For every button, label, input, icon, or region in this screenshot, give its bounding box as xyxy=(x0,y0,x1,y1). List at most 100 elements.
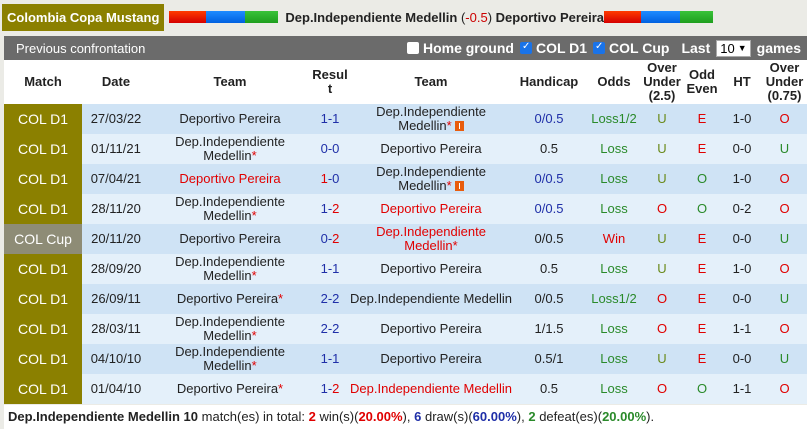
away-team-cell[interactable]: Dep.Independiente Medellin* xyxy=(350,164,512,194)
home-team-name[interactable]: Dep.Independiente Medellin xyxy=(175,344,285,373)
match-league-cell[interactable]: COL D1 xyxy=(4,134,82,164)
col-result: Result xyxy=(310,60,350,104)
handicap-cell: 0/0.5 xyxy=(512,104,586,134)
away-team-name[interactable]: Deportivo Pereira xyxy=(380,321,482,336)
home-ground-label: Home ground xyxy=(422,40,514,56)
match-league-cell[interactable]: COL D1 xyxy=(4,164,82,194)
away-team-name[interactable]: Dep.Independiente Medellin xyxy=(350,381,512,396)
over-under-075-cell: O xyxy=(762,374,807,404)
col-home-team: Team xyxy=(150,60,310,104)
odd-even-cell: E xyxy=(682,284,722,314)
table-row: COL D1 28/03/11 Dep.Independiente Medellin… xyxy=(4,314,807,344)
away-team-name[interactable]: Dep.Independiente Medellin xyxy=(376,164,486,193)
match-title: Dep.Independiente Medellin (-0.5) Deport… xyxy=(285,9,605,25)
over-under-25-cell: U xyxy=(642,104,682,134)
home-team-name[interactable]: Deportivo Pereira xyxy=(179,231,281,246)
home-team-cell[interactable]: Deportivo Pereira xyxy=(150,104,310,134)
home-marker-icon: * xyxy=(251,358,257,373)
home-team-cell[interactable]: Deportivo Pereira xyxy=(150,164,310,194)
result-cell[interactable]: 0-2 xyxy=(310,224,350,254)
home-team-name[interactable]: Dep.Independiente Medellin xyxy=(175,314,285,343)
home-team-cell[interactable]: Deportivo Pereira* xyxy=(150,284,310,314)
odds-cell: Loss xyxy=(586,134,642,164)
table-row: COL D1 07/04/21 Deportivo Pereira 1-0 Dep.In… xyxy=(4,164,807,194)
match-league-cell[interactable]: COL D1 xyxy=(4,104,82,134)
home-team-name[interactable]: Dep.Independiente Medellin xyxy=(175,194,285,223)
away-team-name[interactable]: Deportivo Pereira xyxy=(380,351,482,366)
over-under-075-cell: O xyxy=(762,254,807,284)
home-team-name[interactable]: Deportivo Pereira xyxy=(179,111,281,126)
result-cell[interactable]: 1-2 xyxy=(310,194,350,224)
filter-bar: Home ground COL D1 COL Cup Last 10 ▼ gam… xyxy=(401,39,801,57)
match-league-cell[interactable]: COL Cup xyxy=(4,224,82,254)
date-cell: 28/03/11 xyxy=(82,314,150,344)
result-cell[interactable]: 1-2 xyxy=(310,374,350,404)
match-league-cell[interactable]: COL D1 xyxy=(4,284,82,314)
result-cell[interactable]: 2-2 xyxy=(310,314,350,344)
col-cup-checkbox[interactable] xyxy=(593,41,606,54)
home-team-cell[interactable]: Deportivo Pereira* xyxy=(150,374,310,404)
odds-cell: Loss xyxy=(586,344,642,374)
over-under-075-cell: U xyxy=(762,224,807,254)
away-team-cell[interactable]: Deportivo Pereira xyxy=(350,254,512,284)
away-team-name[interactable]: Deportivo Pereira xyxy=(380,141,482,156)
home-team-name[interactable]: Deportivo Pereira xyxy=(179,171,281,186)
ht-cell: 0-0 xyxy=(722,134,762,164)
away-team-name[interactable]: Deportivo Pereira xyxy=(380,261,482,276)
away-team-name[interactable]: Deportivo Pereira xyxy=(380,201,482,216)
date-cell: 01/04/10 xyxy=(82,374,150,404)
match-league-cell[interactable]: COL D1 xyxy=(4,314,82,344)
home-team-name[interactable]: Dep.Independiente Medellin xyxy=(285,9,458,25)
ht-cell: 1-0 xyxy=(722,104,762,134)
panel-header: Previous confrontation Home ground COL D… xyxy=(4,36,807,60)
over-under-25-cell: U xyxy=(642,134,682,164)
ht-cell: 1-1 xyxy=(722,314,762,344)
away-team-cell[interactable]: Deportivo Pereira xyxy=(350,314,512,344)
over-under-075-cell: U xyxy=(762,344,807,374)
result-cell[interactable]: 1-0 xyxy=(310,164,350,194)
date-cell: 01/11/21 xyxy=(82,134,150,164)
away-team-name[interactable]: Dep.Independiente Medellin xyxy=(376,224,486,253)
away-team-name[interactable]: Dep.Independiente Medellin xyxy=(376,104,486,133)
home-team-cell[interactable]: Dep.Independiente Medellin* xyxy=(150,134,310,164)
match-league-cell[interactable]: COL D1 xyxy=(4,194,82,224)
date-cell: 20/11/20 xyxy=(82,224,150,254)
home-team-name[interactable]: Deportivo Pereira xyxy=(176,291,279,306)
summary-wins-pct: 20.00% xyxy=(358,409,403,424)
result-cell[interactable]: 2-2 xyxy=(310,284,350,314)
away-team-name[interactable]: Deportivo Pereira xyxy=(495,9,605,25)
match-league-cell[interactable]: COL D1 xyxy=(4,344,82,374)
over-under-25-cell: O xyxy=(642,194,682,224)
away-team-cell[interactable]: Dep.Independiente Medellin* xyxy=(350,104,512,134)
home-team-name[interactable]: Dep.Independiente Medellin xyxy=(175,134,285,163)
result-cell[interactable]: 0-0 xyxy=(310,134,350,164)
away-team-cell[interactable]: Deportivo Pereira xyxy=(350,134,512,164)
result-cell[interactable]: 1-1 xyxy=(310,104,350,134)
away-team-cell[interactable]: Deportivo Pereira xyxy=(350,344,512,374)
home-team-cell[interactable]: Dep.Independiente Medellin* xyxy=(150,254,310,284)
home-ground-checkbox[interactable] xyxy=(406,42,419,54)
home-team-cell[interactable]: Dep.Independiente Medellin* xyxy=(150,314,310,344)
home-team-name[interactable]: Deportivo Pereira xyxy=(176,381,279,396)
col-cup-label: COL Cup xyxy=(609,40,670,56)
result-cell[interactable]: 1-1 xyxy=(310,254,350,284)
away-team-cell[interactable]: Dep.Independiente Medellin xyxy=(350,374,512,404)
home-team-cell[interactable]: Deportivo Pereira xyxy=(150,224,310,254)
col-d1-checkbox[interactable] xyxy=(519,41,532,54)
match-league-cell[interactable]: COL D1 xyxy=(4,254,82,284)
home-team-cell[interactable]: Dep.Independiente Medellin* xyxy=(150,194,310,224)
home-team-cell[interactable]: Dep.Independiente Medellin* xyxy=(150,344,310,374)
match-league-cell[interactable]: COL D1 xyxy=(4,374,82,404)
games-count-select[interactable]: 10 ▼ xyxy=(716,39,751,57)
away-team-cell[interactable]: Deportivo Pereira xyxy=(350,194,512,224)
league-badge[interactable]: Colombia Copa Mustang xyxy=(2,3,165,31)
away-team-cell[interactable]: Dep.Independiente Medellin* xyxy=(350,224,512,254)
ht-cell: 0-0 xyxy=(722,224,762,254)
form-blue-segment xyxy=(641,11,681,23)
away-team-name[interactable]: Dep.Independiente Medellin xyxy=(350,291,512,306)
over-under-25-cell: O xyxy=(642,284,682,314)
odd-even-cell: O xyxy=(682,194,722,224)
away-team-cell[interactable]: Dep.Independiente Medellin xyxy=(350,284,512,314)
result-cell[interactable]: 1-1 xyxy=(310,344,350,374)
home-team-name[interactable]: Dep.Independiente Medellin xyxy=(175,254,285,283)
